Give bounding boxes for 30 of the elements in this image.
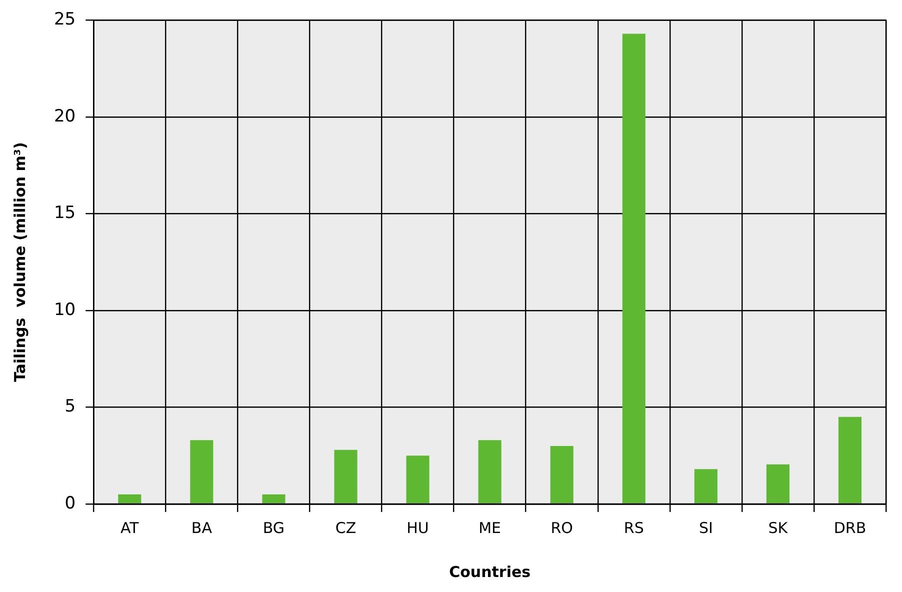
bar: [766, 464, 790, 504]
x-tick-label: AT: [120, 518, 140, 537]
x-tick-label: RO: [550, 518, 573, 537]
x-axis-title: Countries: [449, 562, 531, 581]
x-tick-label: DRB: [834, 518, 866, 537]
x-tick-label: BA: [191, 518, 213, 537]
bar: [118, 494, 142, 504]
bar: [838, 416, 862, 504]
bar: [190, 440, 214, 504]
y-tick-label: 5: [64, 396, 76, 417]
x-tick-label: CZ: [335, 518, 356, 537]
bar: [694, 469, 718, 504]
bar: [478, 440, 502, 504]
y-axis-title: Tailings volume (million m³): [10, 142, 29, 382]
y-tick-label: 15: [54, 203, 76, 224]
y-tick-label: 0: [64, 493, 76, 514]
bar: [406, 456, 430, 504]
bar: [334, 450, 358, 504]
bar: [550, 446, 574, 504]
x-tick-label: SK: [768, 518, 789, 537]
x-tick-label: HU: [406, 518, 429, 537]
bar: [262, 494, 286, 504]
y-tick-label: 25: [54, 10, 76, 30]
y-tick-label: 10: [54, 300, 76, 320]
x-tick-label: RS: [624, 518, 644, 537]
x-tick-label: SI: [698, 518, 713, 537]
x-tick-label: BG: [262, 518, 285, 537]
x-tick-label: ME: [478, 518, 502, 537]
y-tick-label: 20: [54, 106, 76, 126]
bar: [622, 34, 646, 504]
